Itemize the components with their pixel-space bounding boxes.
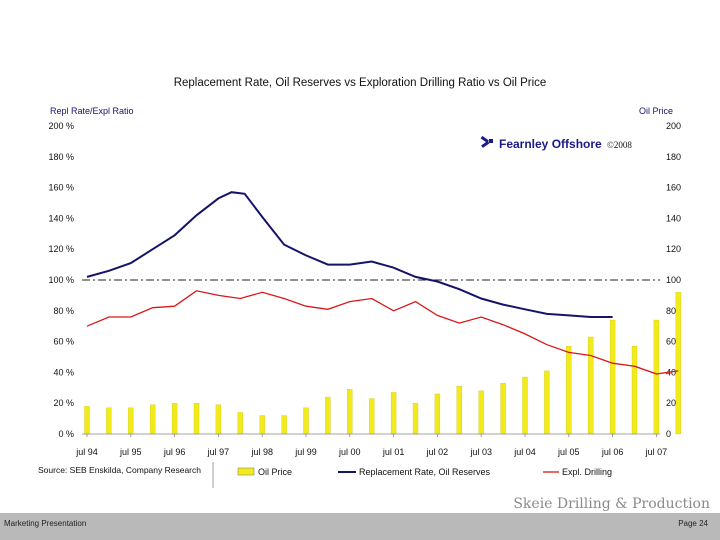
x-tick-label: jul 06 — [601, 447, 624, 457]
x-tick-label: jul 98 — [250, 447, 273, 457]
right-tick-label: 60 — [666, 337, 676, 347]
x-tick-label: jul 04 — [513, 447, 536, 457]
right-tick-label: 200 — [666, 121, 681, 131]
left-tick-label: 200 % — [48, 121, 74, 131]
right-tick-label: 80 — [666, 306, 676, 316]
legend-swatch-oil-price — [237, 467, 255, 476]
right-tick-label: 140 — [666, 213, 681, 223]
oil-price-bar — [106, 407, 112, 435]
source-text: Source: SEB Enskilda, Company Research — [38, 465, 201, 475]
oil-price-bar — [434, 393, 441, 435]
left-tick-label: 140 % — [48, 213, 74, 223]
x-tick-label: jul 97 — [207, 447, 230, 457]
oil-price-bar — [653, 319, 660, 435]
right-tick-label: 0 — [666, 429, 671, 439]
oil-price-bar — [347, 389, 353, 435]
page-number: Page 24 — [678, 519, 708, 528]
oil-price-bar — [566, 346, 572, 435]
left-tick-label: 0 % — [58, 429, 74, 439]
x-tick-label: jul 05 — [557, 447, 580, 457]
left-tick-label: 20 % — [53, 398, 74, 408]
x-tick-label: jul 95 — [119, 447, 142, 457]
oil-price-bar — [281, 415, 287, 435]
legend: Oil Price Replacement Rate, Oil Reserves… — [237, 467, 612, 477]
oil-price-bar — [150, 404, 156, 435]
x-tick-label: jul 02 — [426, 447, 449, 457]
oil-price-bar — [588, 336, 594, 435]
legend-label-expl-drilling: Expl. Drilling — [562, 467, 612, 477]
fearnley-logo: Fearnley Offshore ©2008 — [480, 135, 632, 151]
chart-title: Replacement Rate, Oil Reserves vs Explor… — [174, 77, 547, 89]
oil-price-bar — [631, 346, 638, 435]
oil-price-bars — [84, 292, 681, 435]
right-tick-label: 20 — [666, 398, 676, 408]
right-tick-label: 120 — [666, 244, 681, 254]
copyright: ©2008 — [607, 140, 632, 150]
oil-price-bar — [609, 319, 616, 435]
oil-price-bar — [325, 396, 331, 435]
replacement-rate-line — [86, 191, 613, 318]
oil-price-bar — [675, 292, 681, 435]
oil-price-bar — [215, 404, 222, 435]
left-tick-label: 180 % — [48, 152, 74, 162]
oil-price-bar — [237, 412, 243, 435]
x-tick-label: jul 99 — [294, 447, 317, 457]
x-tick-label: jul 03 — [469, 447, 492, 457]
fearnley-logo-icon — [480, 135, 493, 148]
left-axis-ticks: 0 % 20 % 40 % 60 % 80 % 100 % 120 % 140 % 160 % 1… — [48, 121, 74, 439]
oil-price-bar — [478, 390, 484, 435]
x-tick-label: jul 94 — [75, 447, 98, 457]
legend-label-oil-price: Oil Price — [258, 467, 292, 477]
oil-price-bar — [456, 386, 462, 435]
oil-price-bar — [369, 398, 375, 435]
x-tick-label: jul 00 — [338, 447, 361, 457]
right-tick-label: 160 — [666, 183, 681, 193]
right-axis-label: Oil Price — [639, 106, 673, 116]
chart: Replacement Rate, Oil Reserves vs Explor… — [38, 77, 681, 488]
footer-left-text: Marketing Presentation — [4, 519, 87, 528]
left-tick-label: 60 % — [53, 337, 74, 347]
x-tick-label: jul 96 — [163, 447, 186, 457]
oil-price-bar — [522, 376, 528, 435]
right-tick-label: 180 — [666, 152, 681, 162]
left-tick-label: 80 % — [53, 306, 74, 316]
left-tick-label: 40 % — [53, 367, 74, 377]
oil-price-bar — [544, 370, 550, 435]
oil-price-bar — [303, 407, 309, 435]
oil-price-bar — [390, 392, 397, 435]
oil-price-bar — [500, 383, 506, 435]
left-tick-label: 120 % — [48, 244, 74, 254]
oil-price-bar — [259, 415, 265, 435]
fearnley-brand: Fearnley Offshore — [499, 137, 602, 151]
legend-label-replacement-rate: Replacement Rate, Oil Reserves — [359, 467, 491, 477]
x-axis-labels: jul 94 jul 95 jul 96 jul 97 jul 98 jul 99 jul … — [75, 434, 667, 457]
left-tick-label: 100 % — [48, 275, 74, 285]
expl-drilling-line — [86, 290, 679, 375]
left-axis-label: Repl Rate/Expl Ratio — [50, 106, 134, 116]
oil-price-bar — [171, 403, 178, 435]
left-tick-label: 160 % — [48, 183, 74, 193]
right-tick-label: 100 — [666, 275, 681, 285]
oil-price-bar — [128, 407, 134, 435]
oil-price-bar — [84, 406, 90, 435]
footer-bar: Marketing Presentation Page 24 — [0, 513, 720, 540]
x-tick-label: jul 07 — [645, 447, 668, 457]
company-brand-footer: Skeie Drilling & Production — [513, 496, 710, 512]
x-tick-label: jul 01 — [382, 447, 405, 457]
oil-price-bar — [193, 403, 200, 435]
oil-price-bar — [412, 403, 419, 435]
